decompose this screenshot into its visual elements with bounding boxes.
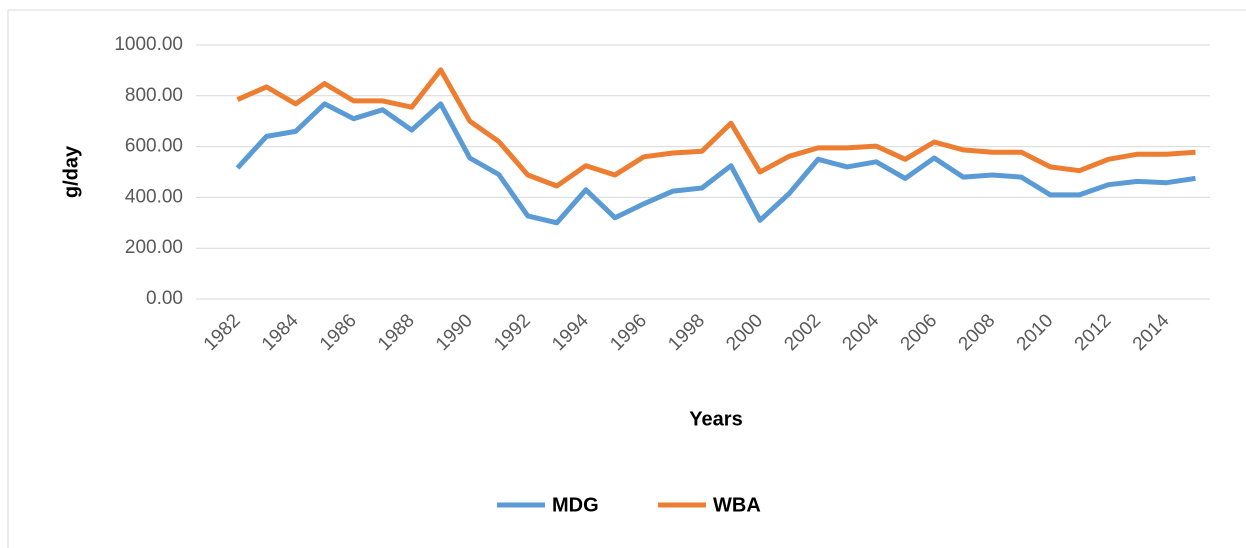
x-tick-label: 1988 xyxy=(374,310,419,355)
x-tick-label: 1998 xyxy=(664,310,709,355)
x-tick-label: 2010 xyxy=(1013,310,1058,355)
x-tick-label: 1992 xyxy=(490,310,535,355)
x-tick-label: 1994 xyxy=(548,310,593,355)
x-tick-label: 1982 xyxy=(200,310,245,355)
x-tick-label: 2012 xyxy=(1071,310,1116,355)
x-tick-label: 2004 xyxy=(838,310,883,355)
x-tick-label: 2008 xyxy=(955,310,1000,355)
y-tick-label: 1000.00 xyxy=(114,34,183,55)
x-tick-label: 2006 xyxy=(897,310,942,355)
legend-label: WBA xyxy=(713,494,761,516)
x-tick-label: 2014 xyxy=(1129,310,1174,355)
y-tick-label: 0.00 xyxy=(146,288,183,309)
x-axis-title: Years xyxy=(689,408,742,430)
x-tick-label: 1984 xyxy=(258,310,303,355)
x-tick-label: 1990 xyxy=(432,310,477,355)
x-tick-label: 1986 xyxy=(316,310,361,355)
x-tick-label: 2000 xyxy=(722,310,767,355)
x-tick-label: 2002 xyxy=(780,310,825,355)
legend-label: MDG xyxy=(552,494,599,516)
y-tick-label: 600.00 xyxy=(125,136,183,157)
y-axis-title: g/day xyxy=(60,145,82,198)
data-line xyxy=(235,101,1196,226)
y-tick-label: 200.00 xyxy=(125,237,183,258)
data-line xyxy=(236,67,1196,189)
y-tick-label: 400.00 xyxy=(125,186,183,207)
y-tick-label: 800.00 xyxy=(125,85,183,106)
x-tick-label: 1996 xyxy=(606,310,651,355)
